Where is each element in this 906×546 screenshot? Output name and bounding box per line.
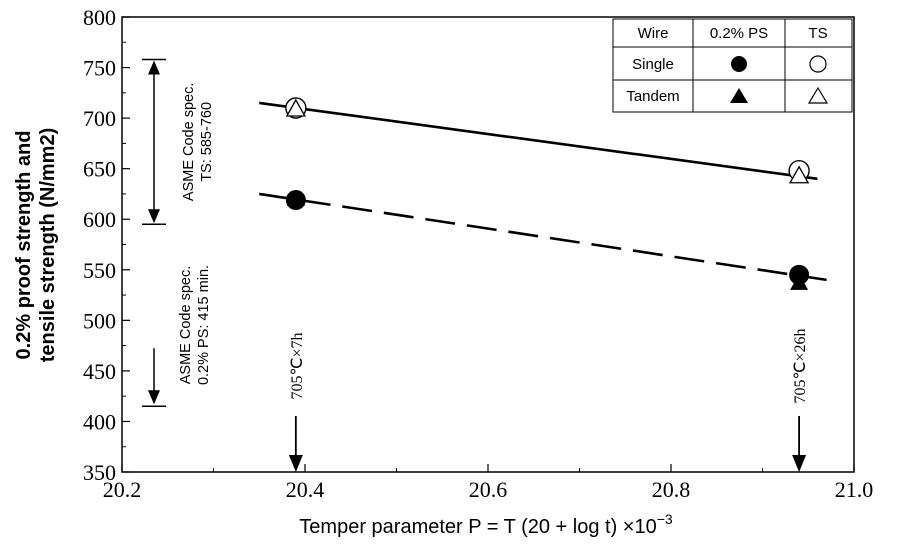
y-tick-label: 800 (83, 5, 116, 30)
x-axis-title-text: Temper parameter P = T (20 + log t) ×10 (299, 516, 656, 538)
legend-header-ts: TS (808, 25, 827, 42)
legend-row-tandem: Tandem (626, 88, 679, 105)
y-tick-label: 650 (83, 157, 116, 182)
legend-marker-single-ts (809, 55, 827, 73)
ts-range-arrowhead-down (148, 209, 160, 224)
legend-row-single: Single (632, 56, 674, 73)
marker-tandem-0-2-ps (286, 190, 305, 206)
x-axis-title: Temper parameter P = T (20 + log t) ×10−… (299, 511, 673, 538)
x-tick-label: 20.8 (652, 477, 691, 502)
legend-table: Wire 0.2% PS TS Single Tandem (612, 18, 853, 113)
y-axis-title-line2: tensile strength (N/mm2) (37, 128, 59, 362)
x-tick-label: 21.0 (835, 477, 874, 502)
fit-lines (259, 101, 827, 282)
x-axis-title-exponent: −3 (657, 511, 673, 527)
y-axis-title: 0.2% proof strength and tensile strength… (13, 128, 59, 362)
x-tick-label: 20.4 (286, 477, 325, 502)
fit-line-ps (259, 192, 827, 282)
marker-tandem-ts (285, 98, 306, 117)
pwht-label-26h: 705℃×26h (792, 329, 809, 404)
ps-spec-label-line2: 0.2% PS: 415 min. (196, 265, 212, 385)
legend-marker-tandem-ps (730, 88, 748, 103)
ps-min-arrowhead (148, 390, 160, 405)
legend-marker-single-ps (731, 56, 747, 72)
axis-ticks: 350 400 450 500 550 600 650 700 750 800 20.2 20.4 20… (83, 5, 873, 502)
ts-spec-label-line2: TS: 585-760 (199, 102, 215, 182)
pwht-label-7h: 705℃×7h (289, 333, 306, 400)
marker-tandem-ts (788, 165, 810, 184)
y-tick-label: 500 (83, 308, 116, 333)
annotations: ASME Code spec. TS: 585-760 ASME Code sp… (142, 58, 809, 472)
data-markers (285, 97, 810, 290)
svg-text:Temper parameter P = T (20 + l: Temper parameter P = T (20 + log t) ×10−… (299, 511, 673, 538)
ts-spec-label-line1: ASME Code spec. (181, 83, 197, 201)
y-tick-label: 400 (83, 409, 116, 434)
y-tick-label: 750 (83, 56, 116, 81)
legend-header-ps: 0.2% PS (710, 25, 768, 42)
y-tick-label: 600 (83, 207, 116, 232)
fit-line-ts (259, 101, 818, 181)
legend-marker-tandem-ts (807, 86, 829, 104)
x-tick-label: 20.6 (469, 477, 508, 502)
y-tick-label: 450 (83, 359, 116, 384)
y-tick-label: 550 (83, 258, 116, 283)
pwht-26h-arrow-head (792, 455, 807, 472)
ts-range-arrowhead-up (148, 60, 160, 75)
marker-tandem-0-2-ps (790, 273, 809, 290)
y-axis-title-line1: 0.2% proof strength and (13, 131, 35, 360)
x-tick-label: 20.2 (103, 477, 142, 502)
legend-header-wire: Wire (638, 25, 669, 42)
y-tick-label: 700 (83, 106, 116, 131)
y-tick-label: 350 (83, 460, 116, 485)
ps-spec-label-line1: ASME Code spec. (178, 266, 194, 384)
pwht-7h-arrow-head (288, 455, 303, 472)
